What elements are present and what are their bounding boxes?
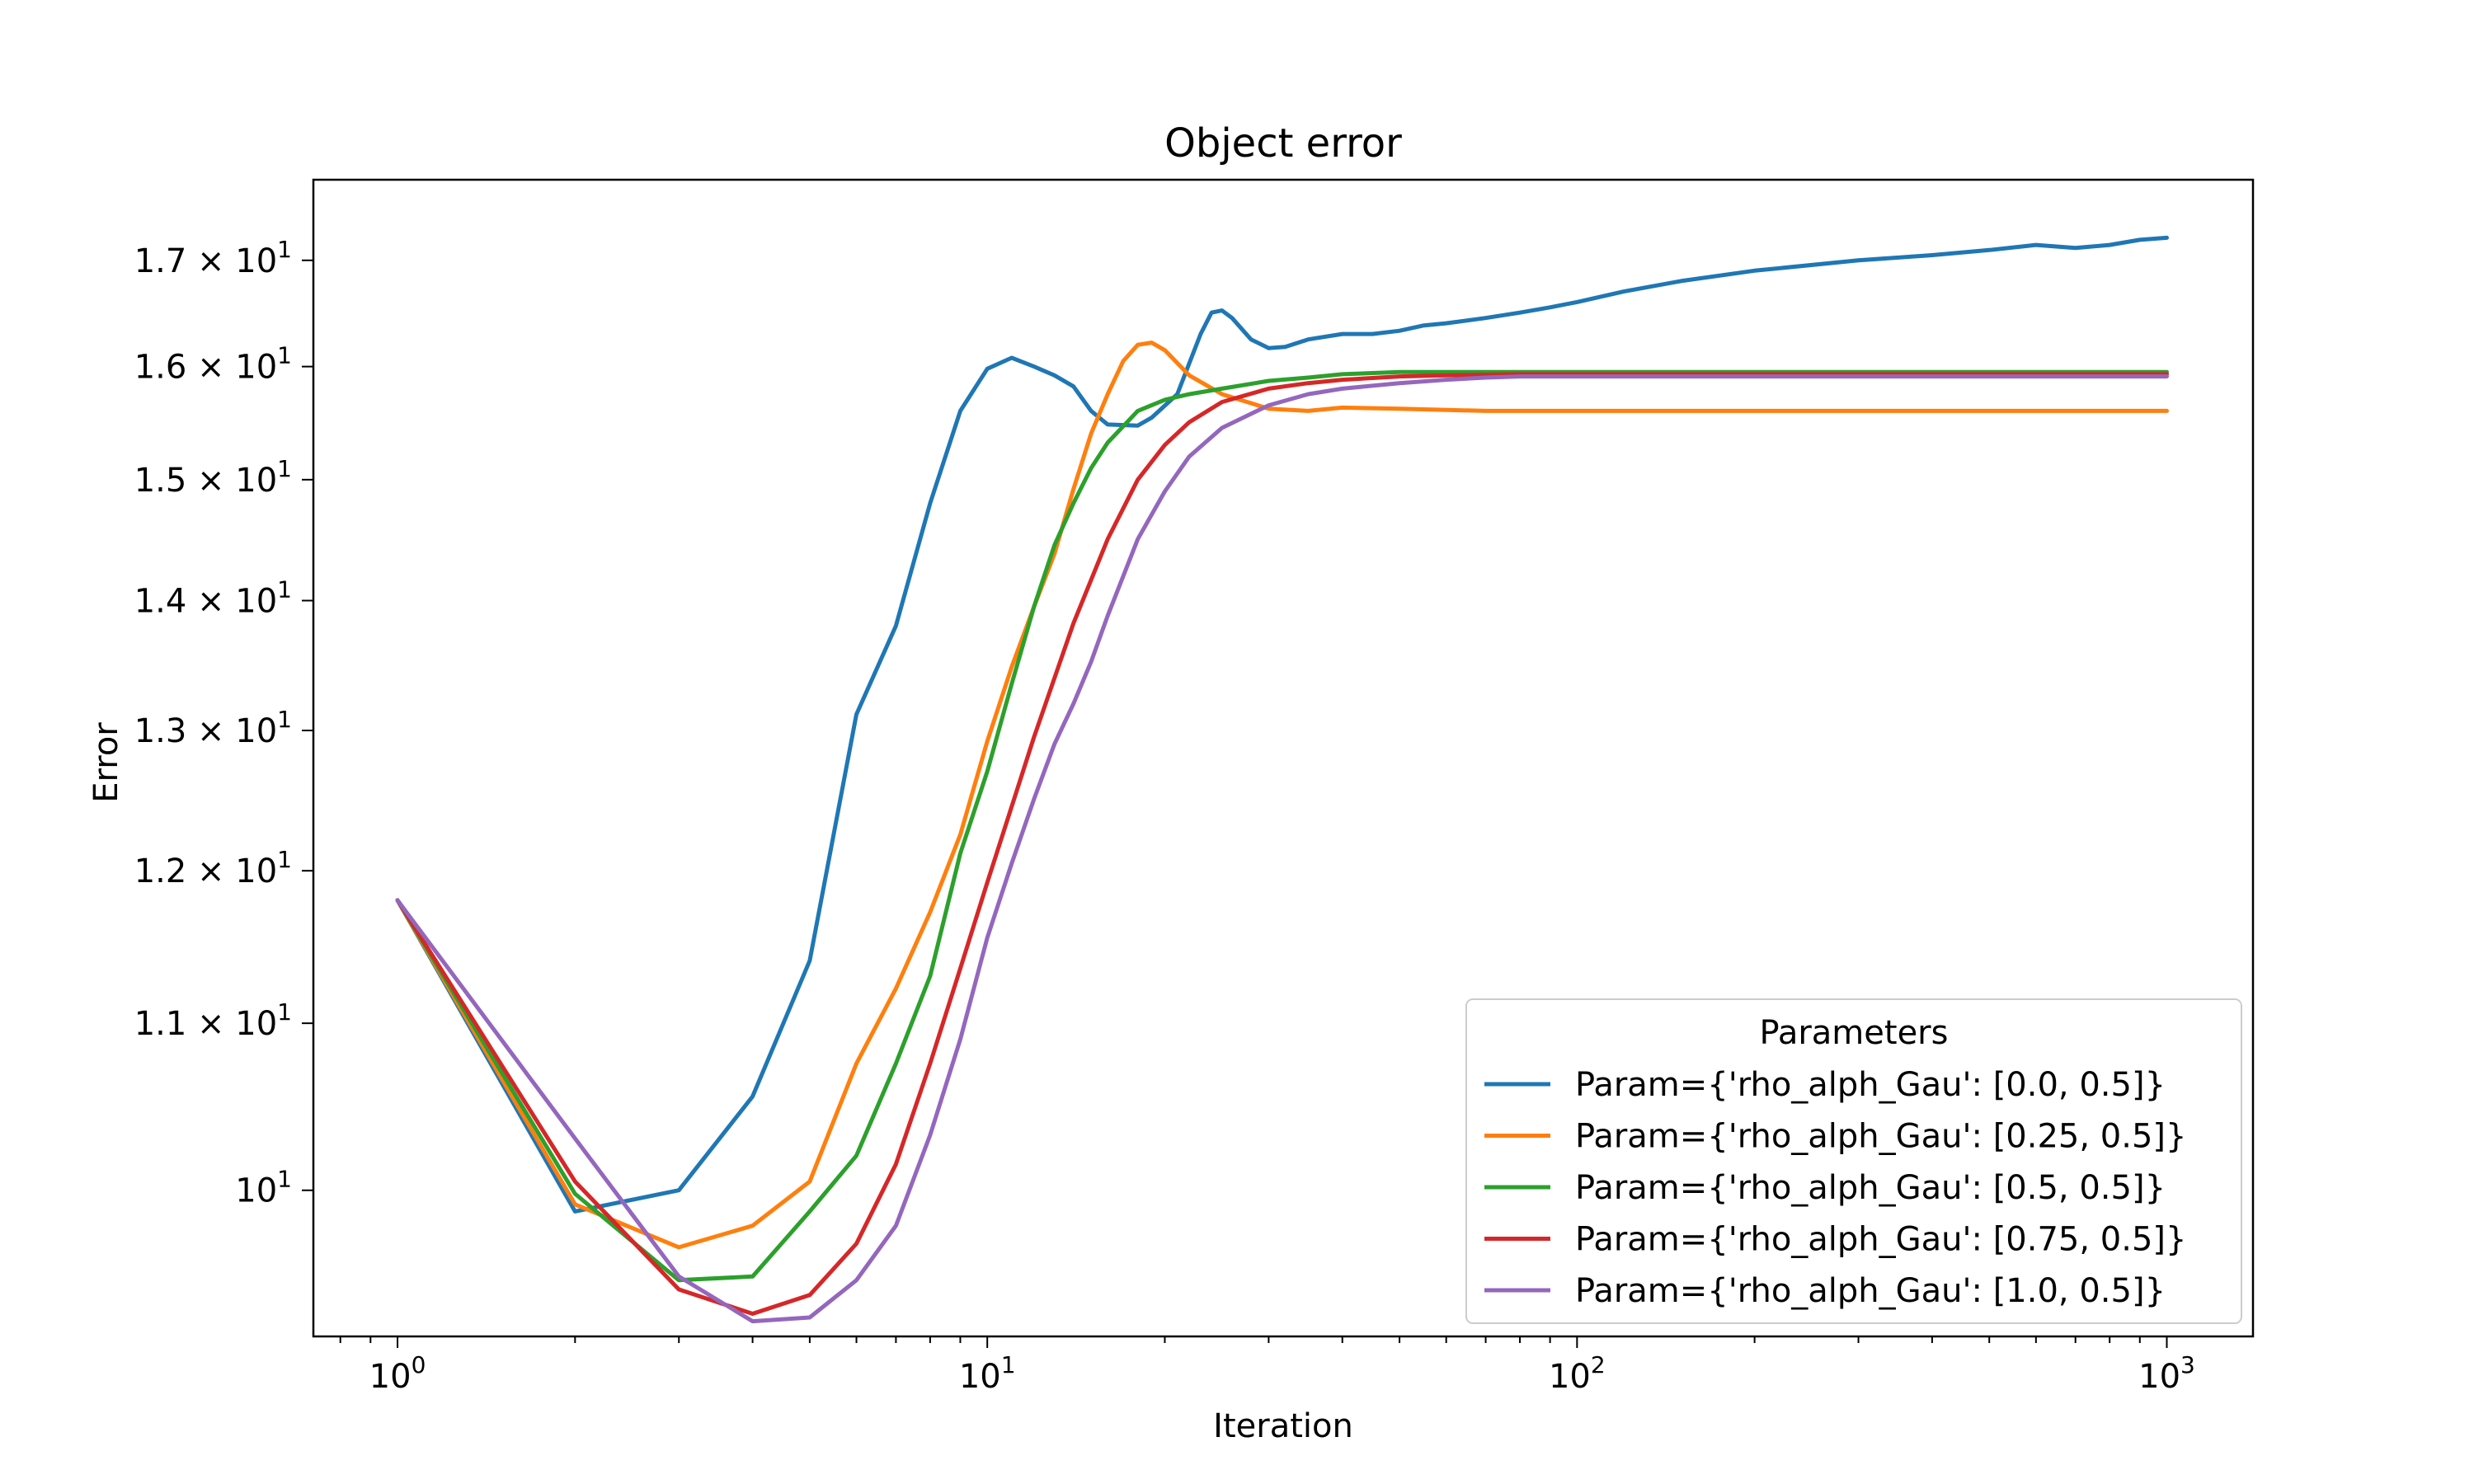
y-tick-label: 1.4 × 101 — [134, 575, 292, 620]
y-axis-label: Error — [87, 722, 125, 803]
legend-label-1: Param={'rho_alph_Gau': [0.25, 0.5]} — [1575, 1118, 2186, 1156]
y-tick-label: 101 — [235, 1166, 292, 1210]
legend-title: Parameters — [1760, 1014, 1949, 1052]
x-tick-label: 100 — [369, 1351, 426, 1396]
y-tick-label: 1.5 × 101 — [134, 455, 292, 500]
legend-label-0: Param={'rho_alph_Gau': [0.0, 0.5]} — [1575, 1066, 2166, 1104]
series-line-4 — [395, 374, 2169, 1324]
series-line-3 — [395, 372, 2169, 1316]
series-line-1 — [395, 340, 2169, 1250]
legend-label-4: Param={'rho_alph_Gau': [1.0, 0.5]} — [1575, 1272, 2166, 1310]
x-axis-label: Iteration — [1213, 1407, 1353, 1445]
y-tick-label: 1.6 × 101 — [134, 342, 292, 387]
series-line-2 — [395, 369, 2169, 1283]
legend-label-3: Param={'rho_alph_Gau': [0.75, 0.5]} — [1575, 1221, 2186, 1259]
y-tick-label: 1.2 × 101 — [134, 846, 292, 890]
y-tick-label: 1.7 × 101 — [134, 236, 292, 280]
y-tick-label: 1.1 × 101 — [134, 998, 292, 1043]
legend-label-2: Param={'rho_alph_Gau': [0.5, 0.5]} — [1575, 1169, 2166, 1207]
legend-box — [1465, 998, 2242, 1324]
axis-layer: 100 101 102 103 101 1.1 × 101 1.2 × 101 1.3 × 1… — [134, 236, 2195, 1396]
x-tick-label: 103 — [2138, 1351, 2195, 1396]
legend: Parameters Param={'rho_alph_Gau': [0.0, 0… — [1465, 998, 2242, 1324]
x-tick-label: 101 — [959, 1351, 1016, 1396]
x-tick-label: 102 — [1549, 1351, 1606, 1396]
y-tick-label: 1.3 × 101 — [134, 706, 292, 750]
plot-frame — [312, 178, 2255, 1338]
series-layer — [395, 235, 2169, 1324]
series-line-0 — [395, 235, 2169, 1214]
chart-title: Object error — [1164, 120, 1402, 167]
